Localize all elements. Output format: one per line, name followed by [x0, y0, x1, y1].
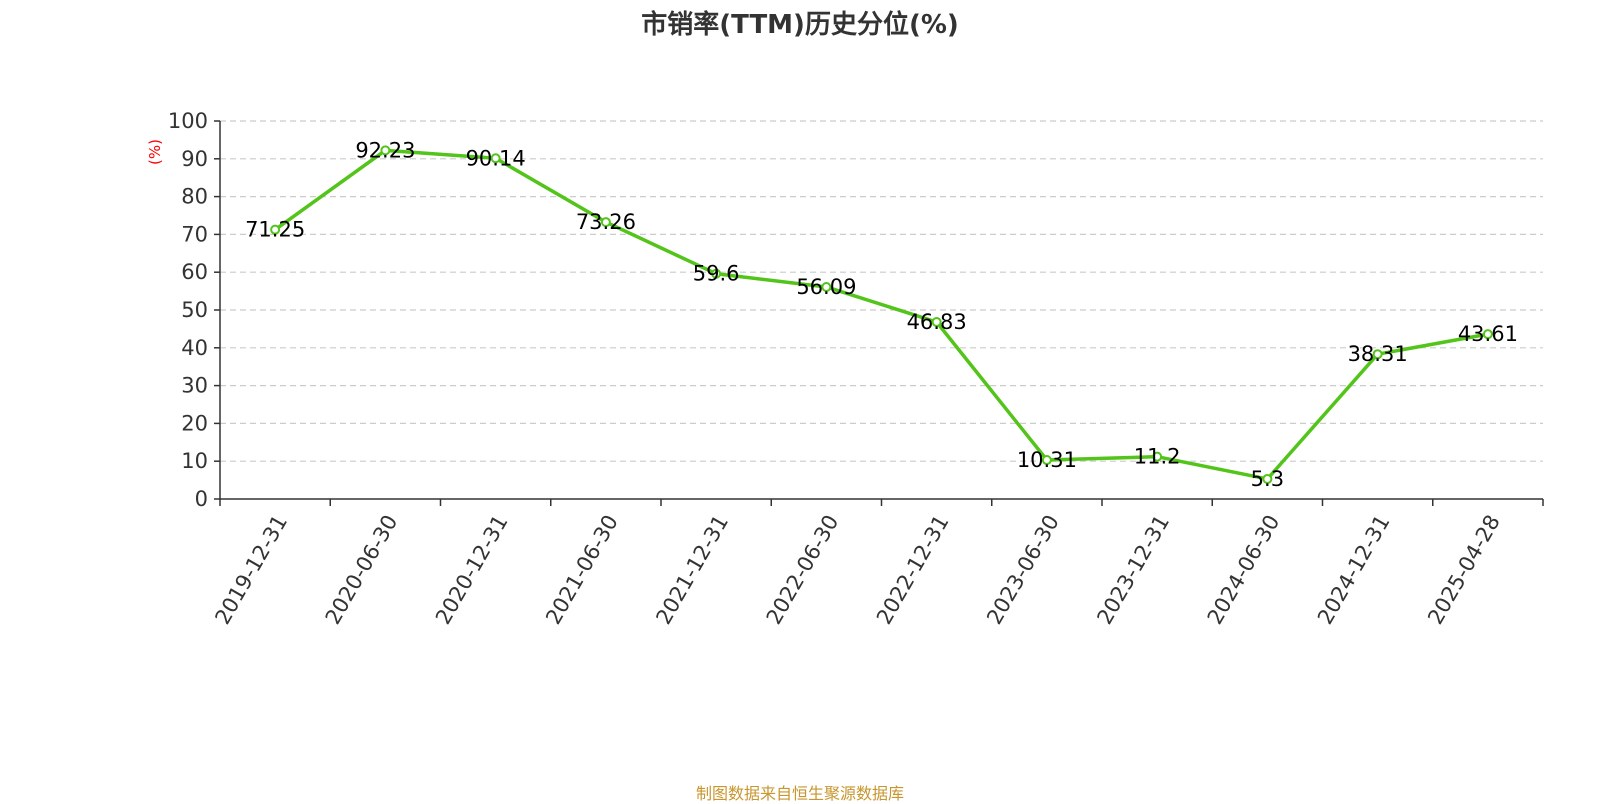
source-note: 制图数据来自恒生聚源数据库 — [695, 784, 904, 803]
chart-title: 市销率(TTM)历史分位(%) — [641, 10, 959, 40]
data-label: 10.31 — [1017, 448, 1077, 472]
data-point — [380, 145, 391, 156]
y-axis-label: (%) — [146, 139, 164, 165]
data-point — [1041, 455, 1052, 466]
y-tick-label: 100 — [168, 109, 208, 133]
data-point — [1152, 451, 1163, 462]
data-label: 71.25 — [245, 218, 305, 242]
x-tick-label: 2020-12-31 — [431, 511, 513, 629]
data-label: 5.3 — [1251, 467, 1284, 491]
data-point — [490, 153, 501, 164]
data-label: 59.6 — [693, 262, 740, 286]
y-tick-label: 90 — [181, 147, 208, 171]
y-tick-label: 50 — [181, 298, 208, 322]
x-tick-label: 2024-06-30 — [1203, 511, 1285, 629]
data-point — [1262, 473, 1273, 484]
x-tick-label: 2023-06-30 — [982, 511, 1064, 629]
data-point — [711, 268, 722, 279]
y-tick-label: 80 — [181, 185, 208, 209]
y-tick-label: 10 — [181, 449, 208, 473]
x-tick-label: 2024-12-31 — [1313, 511, 1395, 629]
grid-lines — [220, 120, 1543, 462]
data-point — [600, 217, 611, 228]
x-tick-label: 2019-12-31 — [210, 511, 292, 629]
data-points — [270, 145, 1493, 484]
x-tick-label: 2022-06-30 — [762, 511, 844, 629]
data-label: 90.14 — [466, 146, 526, 170]
data-label: 73.26 — [576, 210, 636, 234]
y-tick-label: 70 — [181, 222, 208, 246]
data-label: 92.23 — [355, 138, 415, 162]
x-tick-label: 2021-06-30 — [541, 511, 623, 629]
data-label: 11.2 — [1134, 445, 1181, 469]
data-label: 38.31 — [1348, 342, 1408, 366]
y-tick-label: 30 — [181, 374, 208, 398]
data-point — [931, 316, 942, 327]
data-point — [1482, 329, 1493, 340]
axes: 0 10 20 30 40 50 60 70 80 90 100 2019-12-31 2020-06-… — [168, 109, 1544, 629]
data-point — [1372, 349, 1383, 360]
series-line — [273, 148, 1490, 481]
data-point — [270, 224, 281, 235]
y-tick-label: 20 — [181, 411, 208, 435]
series-line — [273, 148, 1490, 481]
data-labels: 71.25 92.23 90.14 73.26 59.6 56.09 46.83 10.31 1… — [245, 138, 1518, 491]
x-tick-label: 2023-12-31 — [1092, 511, 1174, 629]
data-label: 43.61 — [1458, 322, 1518, 346]
y-tick-label: 60 — [181, 260, 208, 284]
x-tick-label: 2022-12-31 — [872, 511, 954, 629]
data-label: 46.83 — [907, 310, 967, 334]
y-tick-label: 0 — [195, 487, 208, 511]
data-point — [821, 281, 832, 292]
x-tick-label: 2020-06-30 — [321, 511, 403, 629]
x-tick-label: 2025-04-28 — [1423, 511, 1505, 629]
data-label: 56.09 — [796, 275, 856, 299]
x-tick-label: 2021-12-31 — [651, 511, 733, 629]
y-tick-label: 40 — [181, 336, 208, 360]
